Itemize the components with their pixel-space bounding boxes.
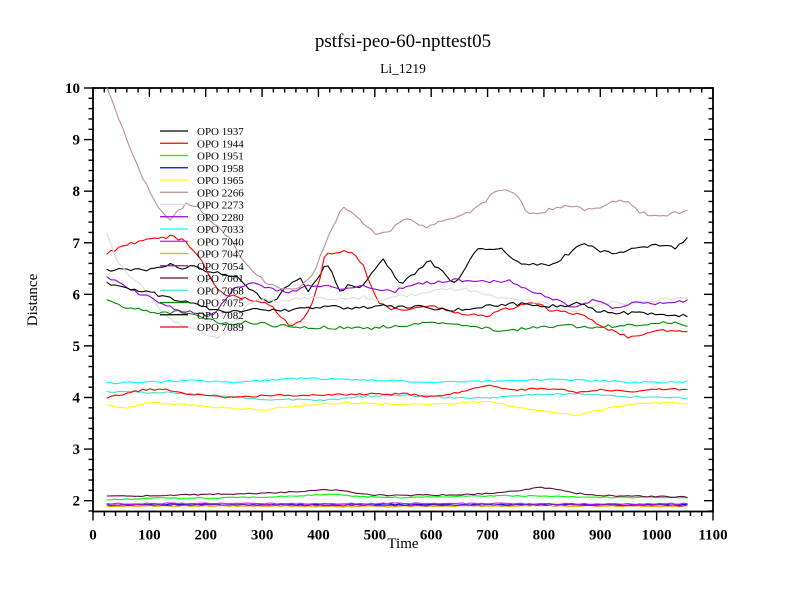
svg-text:300: 300 [251,528,274,544]
chart-subtitle: Li_1219 [380,61,426,76]
svg-text:OPO 2266: OPO 2266 [197,187,244,199]
svg-text:OPO 2273: OPO 2273 [197,200,244,212]
y-axis-label: Distance [25,273,41,326]
svg-text:100: 100 [138,528,161,544]
svg-text:OPO 7054: OPO 7054 [197,261,244,273]
svg-text:600: 600 [420,528,443,544]
svg-text:2: 2 [73,494,81,510]
svg-text:10: 10 [65,81,80,97]
axes-layer: 0 100 200 300 400 500 600 700 800 900 1000 1100 2 3 4 5… [65,81,728,544]
svg-text:4: 4 [73,391,81,407]
svg-text:800: 800 [533,528,556,544]
svg-text:OPO 7082: OPO 7082 [197,310,244,322]
svg-text:OPO 7047: OPO 7047 [197,249,244,261]
svg-text:OPO 1937: OPO 1937 [197,126,244,138]
svg-text:900: 900 [589,528,612,544]
svg-text:3: 3 [73,442,81,458]
chart-title: pstfsi-peo-60-npttest05 [315,31,491,52]
svg-text:1000: 1000 [642,528,672,544]
svg-text:500: 500 [364,528,387,544]
svg-text:1100: 1100 [698,528,727,544]
svg-text:OPO 7040: OPO 7040 [197,236,244,248]
svg-text:200: 200 [194,528,217,544]
svg-text:400: 400 [307,528,330,544]
svg-text:OPO 7061: OPO 7061 [197,273,244,285]
svg-text:OPO 1944: OPO 1944 [197,138,244,150]
svg-text:OPO 1951: OPO 1951 [197,151,244,163]
svg-text:8: 8 [73,184,81,200]
svg-text:9: 9 [73,133,81,149]
svg-text:7: 7 [73,236,81,252]
series-layer [106,87,688,508]
svg-text:700: 700 [476,528,499,544]
svg-text:OPO 1965: OPO 1965 [197,175,244,187]
svg-text:OPO 2280: OPO 2280 [197,212,244,224]
svg-text:OPO 7075: OPO 7075 [197,298,244,310]
svg-text:OPO 7089: OPO 7089 [197,322,244,334]
x-axis-label: Time [387,536,418,552]
svg-text:5: 5 [73,339,81,355]
svg-text:OPO 1958: OPO 1958 [197,163,244,175]
svg-text:OPO 7068: OPO 7068 [197,285,244,297]
svg-text:0: 0 [89,528,97,544]
svg-text:6: 6 [73,287,81,303]
svg-text:OPO 7033: OPO 7033 [197,224,244,236]
